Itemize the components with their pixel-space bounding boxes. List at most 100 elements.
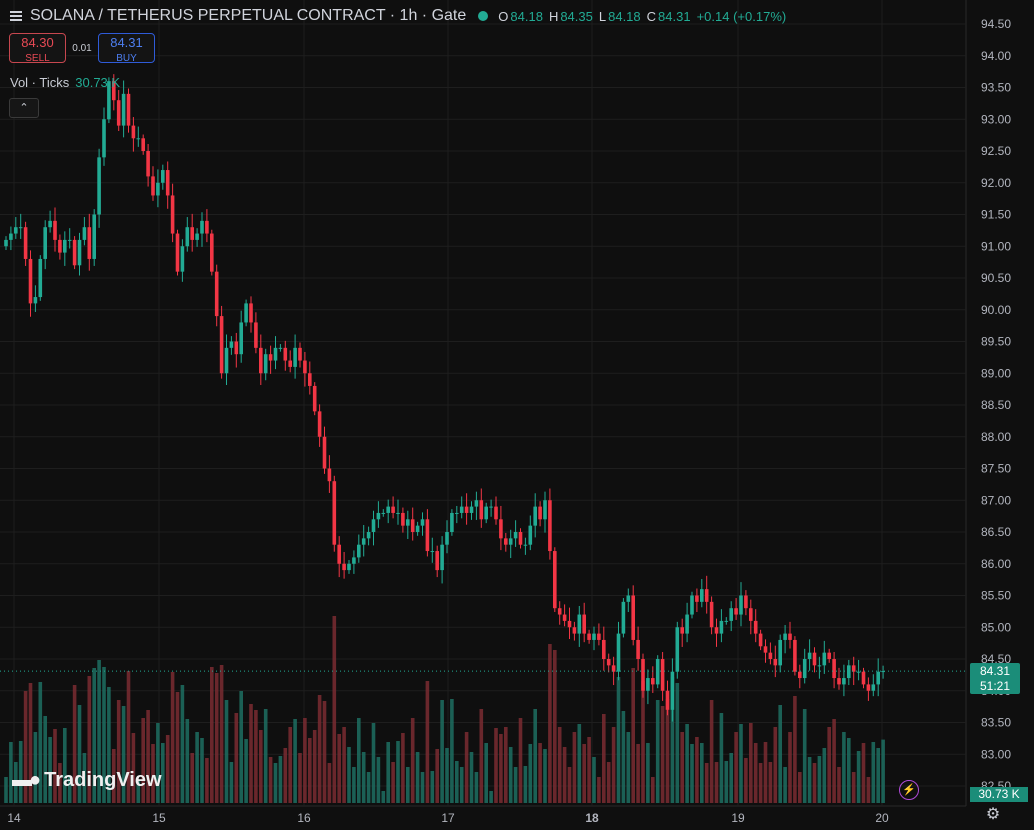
volume-bar bbox=[406, 767, 410, 803]
candle-body bbox=[156, 182, 160, 196]
price-tick-label: 93.00 bbox=[981, 112, 1011, 126]
chevron-up-icon[interactable]: ⌃ bbox=[9, 98, 39, 118]
candle-body bbox=[528, 525, 533, 545]
candle-body bbox=[847, 665, 851, 679]
volume-bar bbox=[817, 756, 822, 803]
candle-body bbox=[817, 665, 822, 667]
volume-bar bbox=[322, 701, 327, 803]
menu-icon[interactable] bbox=[10, 11, 22, 21]
candle-body bbox=[406, 519, 410, 526]
volume-bar bbox=[425, 681, 430, 803]
price-tick-label: 88.00 bbox=[981, 430, 1011, 444]
brand-name: TradingView bbox=[44, 769, 162, 791]
time-axis[interactable]: 14 15 16 17 18 19 20 bbox=[7, 811, 889, 825]
bar-countdown: 51:21 bbox=[979, 679, 1011, 693]
candle-body bbox=[234, 341, 239, 355]
volume-bar bbox=[229, 762, 234, 803]
volume-bar bbox=[499, 734, 503, 803]
candle-body bbox=[837, 678, 841, 685]
candle-body bbox=[371, 519, 376, 532]
volume-bar bbox=[734, 732, 738, 803]
volume-bar bbox=[214, 673, 219, 803]
volume-bar bbox=[175, 692, 180, 803]
volume-bar bbox=[278, 756, 283, 803]
volume-bar bbox=[866, 777, 871, 803]
price-tick-label: 87.00 bbox=[981, 493, 1011, 507]
candle-body bbox=[366, 532, 371, 539]
last-price-value: 84.31 bbox=[979, 664, 1011, 678]
volume-bar bbox=[626, 732, 631, 803]
buy-button[interactable]: 84.31 BUY bbox=[98, 33, 155, 64]
volume-bar bbox=[704, 763, 709, 803]
candle-body bbox=[479, 500, 484, 520]
symbol-title[interactable]: SOLANA / TETHERUS PERPETUAL CONTRACT · 1… bbox=[30, 7, 467, 24]
volume-bar bbox=[366, 772, 371, 803]
volume-bar bbox=[63, 728, 67, 803]
candle-body bbox=[616, 633, 621, 672]
volume-bar bbox=[180, 685, 185, 803]
volume-bar bbox=[655, 700, 660, 803]
candle-body bbox=[283, 347, 288, 361]
candle-body bbox=[729, 608, 733, 621]
volume-bar bbox=[43, 716, 47, 803]
volume-bar bbox=[420, 772, 425, 803]
volume-bar bbox=[690, 744, 694, 803]
volume-bar bbox=[376, 757, 381, 803]
candle-body bbox=[455, 512, 459, 514]
candle-body bbox=[856, 671, 861, 673]
volume-bar bbox=[401, 733, 405, 803]
candle-body bbox=[690, 595, 694, 615]
candle-body bbox=[430, 551, 435, 553]
volume-bar bbox=[72, 685, 77, 803]
volume-bar bbox=[190, 753, 194, 803]
candle-body bbox=[28, 258, 33, 304]
price-tick-label: 94.50 bbox=[981, 17, 1011, 31]
volume-bar bbox=[126, 671, 131, 803]
candle-body bbox=[312, 385, 317, 412]
volume-bar bbox=[18, 741, 23, 803]
sell-button[interactable]: 84.30 SELL bbox=[9, 33, 66, 64]
volume-bar bbox=[254, 710, 258, 803]
volume-bar bbox=[513, 767, 518, 803]
candle-body bbox=[440, 544, 444, 571]
volume-bar bbox=[352, 767, 356, 803]
price-tick-label: 94.00 bbox=[981, 49, 1011, 63]
candle-body bbox=[459, 506, 464, 513]
candle-body bbox=[734, 608, 738, 615]
volume-legend-label: Vol · Ticks bbox=[10, 75, 70, 90]
candle-body bbox=[391, 506, 395, 513]
price-tick-label: 90.50 bbox=[981, 271, 1011, 285]
volume-bar bbox=[464, 732, 469, 803]
lightning-icon[interactable]: ⚡ bbox=[899, 780, 919, 800]
candle-body bbox=[798, 671, 802, 679]
chart-grid bbox=[0, 0, 967, 807]
time-tick-label: 18 bbox=[585, 811, 599, 825]
volume-bar bbox=[337, 734, 341, 803]
gear-icon[interactable]: ⚙ bbox=[985, 806, 1001, 823]
candle-body bbox=[538, 506, 542, 520]
volume-bar bbox=[112, 749, 116, 803]
candle-body bbox=[33, 297, 38, 304]
price-tick-label: 83.00 bbox=[981, 747, 1011, 761]
volume-bar bbox=[842, 732, 846, 803]
volume-legend[interactable]: Vol · Ticks 30.73 K bbox=[10, 75, 120, 90]
candle-body bbox=[474, 500, 479, 507]
volume-bar bbox=[259, 730, 263, 803]
candle-body bbox=[126, 93, 131, 126]
candle-body bbox=[651, 678, 655, 685]
candle-body bbox=[224, 347, 229, 374]
volume-bar bbox=[508, 747, 513, 803]
volume-bar bbox=[224, 700, 229, 803]
candle-body bbox=[175, 233, 180, 272]
tradingview-logo[interactable]: ▬● TradingView bbox=[12, 769, 162, 792]
price-tick-label: 88.50 bbox=[981, 398, 1011, 412]
volume-bar bbox=[396, 741, 400, 803]
volume-bar bbox=[680, 732, 684, 803]
sell-label: SELL bbox=[25, 53, 50, 64]
volume-bar bbox=[92, 668, 96, 803]
candle-body bbox=[337, 544, 341, 564]
candle-body bbox=[381, 512, 386, 514]
volume-bar bbox=[577, 724, 582, 803]
candle-body bbox=[445, 532, 449, 545]
